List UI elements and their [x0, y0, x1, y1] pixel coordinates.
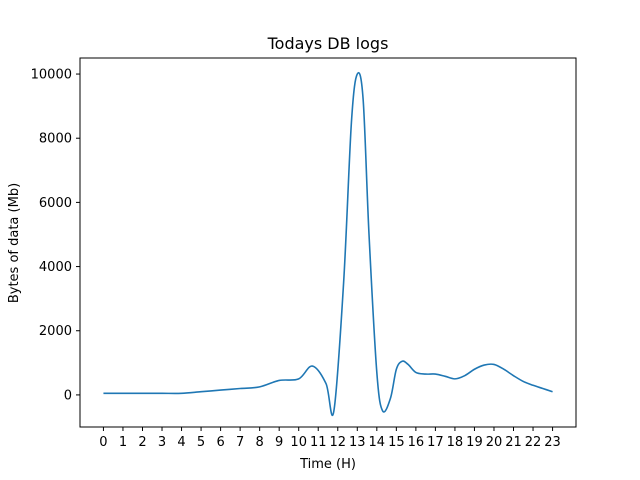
x-tick-label: 3 [158, 435, 166, 450]
y-tick-label: 10000 [31, 68, 72, 83]
plot-area [103, 71, 553, 416]
x-axis: 0 1 2 3 4 5 6 7 8 9 10 11 12 13 14 15 16 17 18 19 20 21 22 23 [99, 427, 561, 450]
x-tick-label: 21 [505, 435, 522, 450]
x-tick-label: 20 [486, 435, 503, 450]
x-tick-label: 0 [99, 435, 107, 450]
x-tick-label: 11 [310, 435, 327, 450]
x-tick-label: 15 [388, 435, 405, 450]
y-axis: 0 2000 4000 6000 8000 10000 [31, 68, 80, 403]
x-tick-label: 8 [256, 435, 264, 450]
y-tick-label: 8000 [39, 132, 72, 147]
x-tick-label: 23 [544, 435, 561, 450]
x-tick-label: 6 [216, 435, 224, 450]
x-tick-label: 22 [525, 435, 542, 450]
x-tick-label: 16 [408, 435, 425, 450]
x-tick-label: 13 [349, 435, 366, 450]
y-tick-label: 6000 [39, 196, 72, 211]
x-tick-label: 5 [197, 435, 205, 450]
y-tick-label: 2000 [39, 324, 72, 339]
x-tick-label: 12 [329, 435, 346, 450]
y-tick-label: 4000 [39, 260, 72, 275]
x-tick-label: 19 [466, 435, 483, 450]
x-tick-label: 7 [236, 435, 244, 450]
x-tick-label: 4 [177, 435, 185, 450]
y-tick-label: 0 [64, 388, 72, 403]
x-tick-label: 1 [119, 435, 127, 450]
x-tick-label: 18 [447, 435, 464, 450]
plot-frame [79, 57, 577, 428]
y-axis-label: Bytes of data (Mb) [7, 183, 22, 303]
x-tick-label: 17 [427, 435, 444, 450]
x-tick-label: 9 [275, 435, 283, 450]
chart-title: Todays DB logs [267, 34, 389, 53]
series-line [103, 71, 553, 416]
x-tick-label: 14 [369, 435, 386, 450]
x-tick-label: 10 [290, 435, 307, 450]
x-axis-label: Time (H) [299, 457, 356, 472]
x-tick-label: 2 [138, 435, 146, 450]
